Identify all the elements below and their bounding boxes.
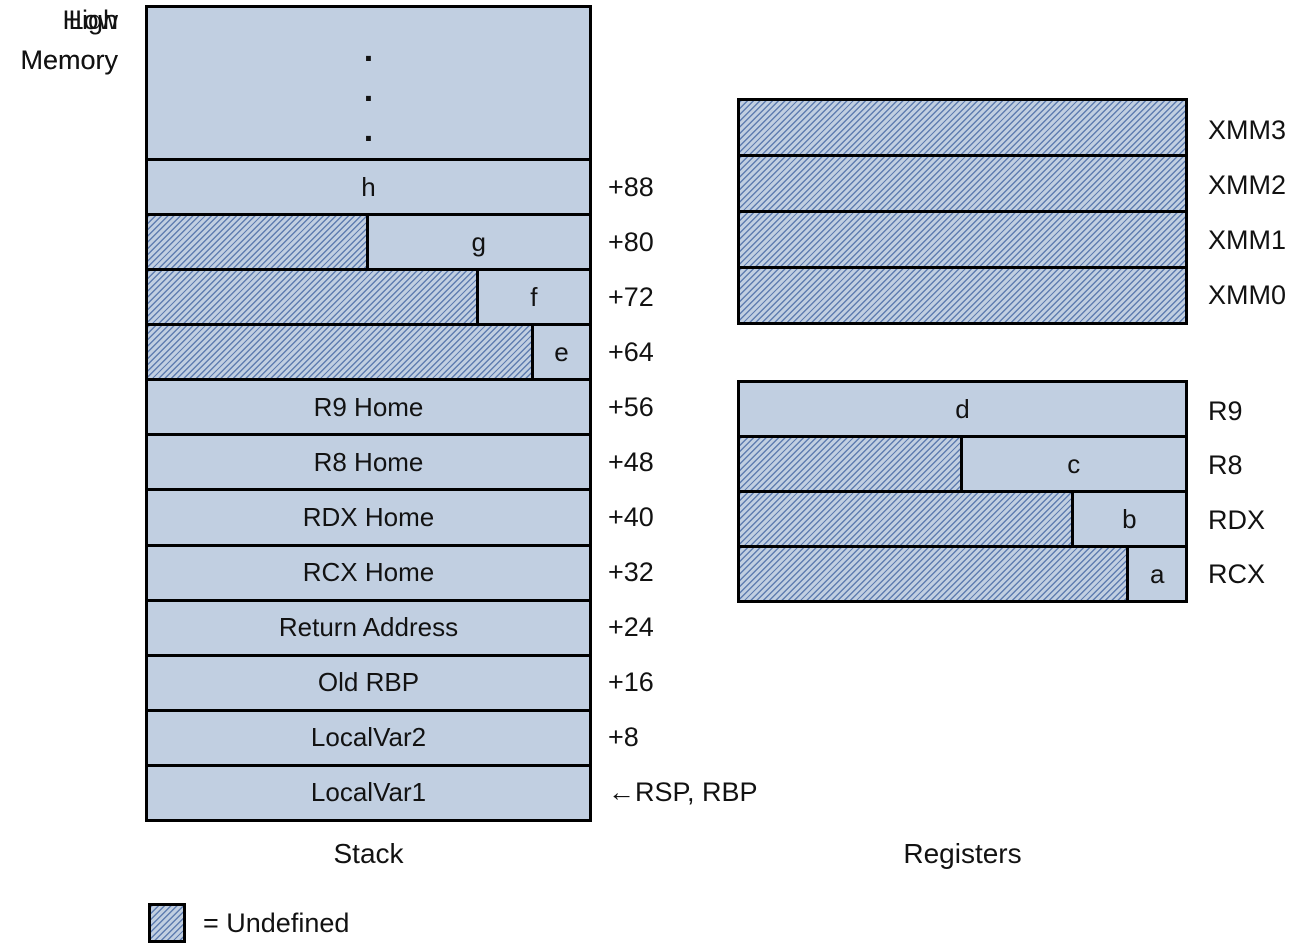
stack-row-e: e xyxy=(148,323,589,379)
stack-cell-label: LocalVar2 xyxy=(310,722,427,753)
undefined-region xyxy=(740,548,1130,600)
high-memory-label: High Memory xyxy=(0,0,118,80)
register-value: a xyxy=(1149,558,1165,589)
stack-row-localvar2: LocalVar2 xyxy=(148,708,589,764)
stack-offset: +8 xyxy=(608,722,639,753)
register-row-rdx: b xyxy=(740,490,1185,545)
stack-offset: +48 xyxy=(608,446,654,477)
undefined-region xyxy=(148,271,479,324)
stack-cell-label: R9 Home xyxy=(313,391,424,422)
registers-caption: Registers xyxy=(903,838,1022,869)
stack-offset: +32 xyxy=(608,557,654,588)
register-row-rcx: a xyxy=(740,545,1185,600)
low-memory-label: Low Memory xyxy=(0,0,118,80)
undefined-region xyxy=(740,269,1185,322)
stack-offset: +72 xyxy=(608,281,654,312)
high-memory-line2: Memory xyxy=(20,45,118,75)
register-name: XMM2 xyxy=(1208,169,1287,200)
register-name: RDX xyxy=(1208,504,1266,535)
stack-row-r8-home: R8 Home xyxy=(148,433,589,488)
undefined-region xyxy=(740,438,963,490)
register-value: b xyxy=(1122,503,1137,534)
xmm-registers-box xyxy=(737,98,1188,325)
undefined-legend-text: = Undefined xyxy=(203,908,350,938)
undefined-region xyxy=(740,493,1074,545)
undefined-region xyxy=(740,213,1185,266)
stack-offset: +64 xyxy=(608,336,654,367)
stack-row-return-address: Return Address xyxy=(148,598,589,654)
stack-offset: +88 xyxy=(608,171,654,202)
stack-offset: +40 xyxy=(608,502,654,532)
register-row-xmm0 xyxy=(740,266,1185,322)
register-name: XMM1 xyxy=(1208,225,1287,256)
xmm-labels-column: XMM3 XMM2 XMM1 XMM0 xyxy=(1205,98,1300,325)
register-name: RCX xyxy=(1208,558,1266,589)
register-row-xmm1 xyxy=(740,210,1185,266)
low-memory-line2: Memory xyxy=(20,45,118,75)
stack-box: . . . h g f e R9 Home R8 Home RDX Home R… xyxy=(145,5,592,822)
stack-row-g: g xyxy=(148,213,589,269)
stack-cell-label: RCX Home xyxy=(302,557,435,588)
stack-cell-label: h xyxy=(361,171,376,202)
stack-cell-label: R8 Home xyxy=(313,446,424,477)
stack-offsets-column: +88 +80 +72 +64 +56 +48 +40 +32 +24 +16 … xyxy=(605,5,815,822)
stack-cell-label: g xyxy=(471,226,486,257)
stack-row-old-rbp: Old RBP xyxy=(148,653,589,709)
stack-offset: +80 xyxy=(608,226,654,257)
stack-row-rdx-home: RDX Home xyxy=(148,488,589,543)
stack-ellipsis-cell: . . . xyxy=(148,8,589,158)
undefined-region xyxy=(148,216,369,269)
stack-row-h: h xyxy=(148,158,589,213)
register-value: d xyxy=(955,393,970,424)
stack-cell-label: LocalVar1 xyxy=(310,777,427,808)
stack-cell-label: e xyxy=(554,336,569,367)
register-value: c xyxy=(1067,448,1081,479)
undefined-legend-swatch xyxy=(148,903,186,943)
ellipsis-dot: . xyxy=(363,111,374,149)
register-row-r8: c xyxy=(740,435,1185,490)
gpr-labels-column: R9 R8 RDX RCX xyxy=(1205,380,1300,603)
gpr-registers-box: d c b a xyxy=(737,380,1188,603)
stack-caption: Stack xyxy=(333,838,404,869)
rsp-rbp-pointer-label: ←RSP, RBP xyxy=(608,777,758,808)
undefined-region xyxy=(740,157,1185,210)
stack-cell-label: Old RBP xyxy=(317,667,420,698)
stack-cell-label: f xyxy=(530,281,538,312)
undefined-region xyxy=(148,326,534,379)
ellipsis-dot: . xyxy=(363,71,374,109)
register-name: R9 xyxy=(1208,396,1243,427)
stack-offset: +56 xyxy=(608,391,654,422)
stack-row-r9-home: R9 Home xyxy=(148,378,589,433)
stack-offset: +24 xyxy=(608,612,654,643)
low-memory-line1: Low xyxy=(68,5,118,35)
register-row-xmm3 xyxy=(740,101,1185,154)
stack-row-f: f xyxy=(148,268,589,324)
register-name: XMM3 xyxy=(1208,114,1287,145)
stack-cell-label: Return Address xyxy=(278,612,459,643)
ellipsis-dot: . xyxy=(363,31,374,69)
register-name: XMM0 xyxy=(1208,280,1287,311)
register-name: R8 xyxy=(1208,450,1243,481)
stack-row-localvar1: LocalVar1 xyxy=(148,763,589,819)
undefined-region xyxy=(740,101,1185,154)
register-row-xmm2 xyxy=(740,154,1185,210)
stack-offset: +16 xyxy=(608,667,654,698)
stack-cell-label: RDX Home xyxy=(302,502,435,532)
high-memory-line1: High xyxy=(62,5,118,35)
register-row-r9: d xyxy=(740,383,1185,435)
stack-row-rcx-home: RCX Home xyxy=(148,543,589,599)
